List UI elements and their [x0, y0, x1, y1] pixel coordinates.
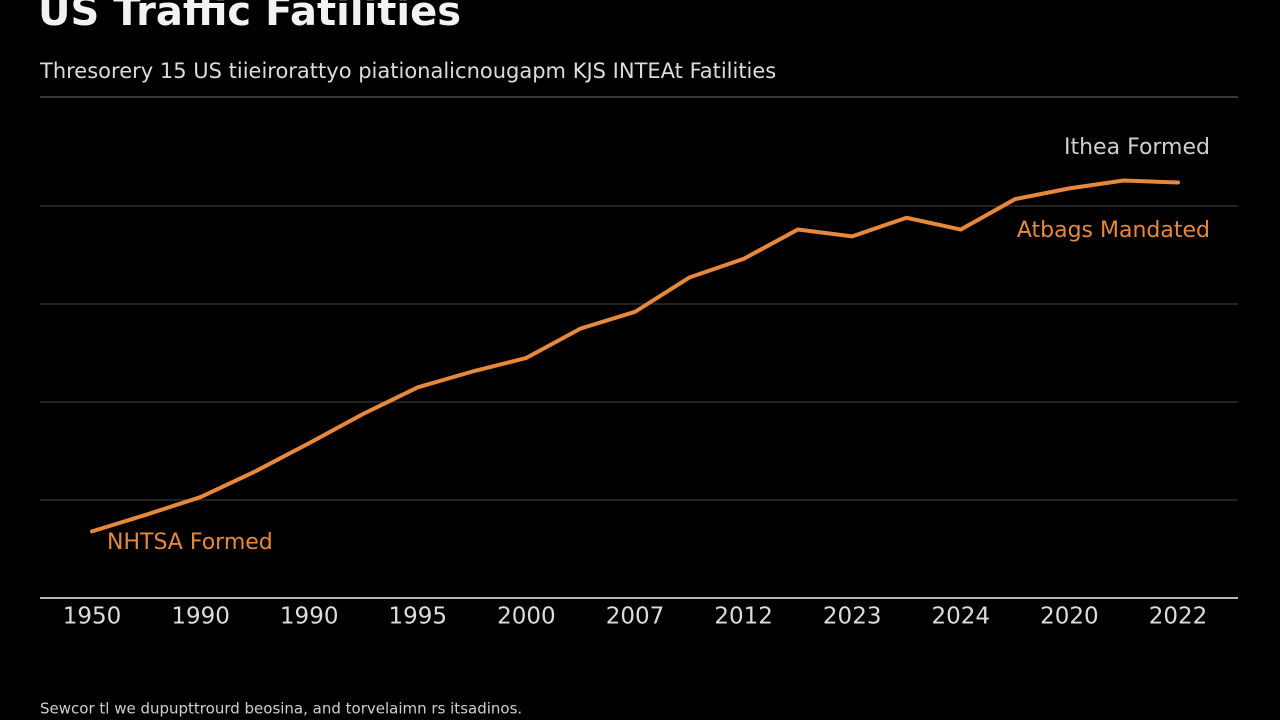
x-tick-label: 2012: [714, 604, 773, 630]
annotation: Ithea Formed: [1064, 135, 1210, 160]
x-tick-label: 2020: [1040, 604, 1099, 630]
x-tick-label: 2023: [823, 604, 882, 630]
x-tick-label: 1990: [280, 604, 339, 630]
x-tick-label: 2024: [932, 604, 991, 630]
x-tick-label: 1990: [171, 604, 230, 630]
chart-title: US Traffic Fatilities: [38, 0, 461, 35]
x-tick-label: 2000: [497, 604, 556, 630]
annotation: NHTSA Formed: [107, 530, 273, 555]
x-tick-label: 2022: [1149, 604, 1208, 630]
data-line: [90, 178, 1180, 534]
footnote: Sewcor tl we dupupttrourd beosina, and t…: [40, 700, 522, 718]
x-tick-label: 1995: [389, 604, 448, 630]
x-tick-label: 2007: [606, 604, 665, 630]
chart-subtitle: Thresorery 15 US tiieirorattyo piational…: [39, 59, 776, 83]
annotation: Atbags Mandated: [1017, 218, 1210, 243]
x-tick-label: 1950: [63, 604, 122, 630]
